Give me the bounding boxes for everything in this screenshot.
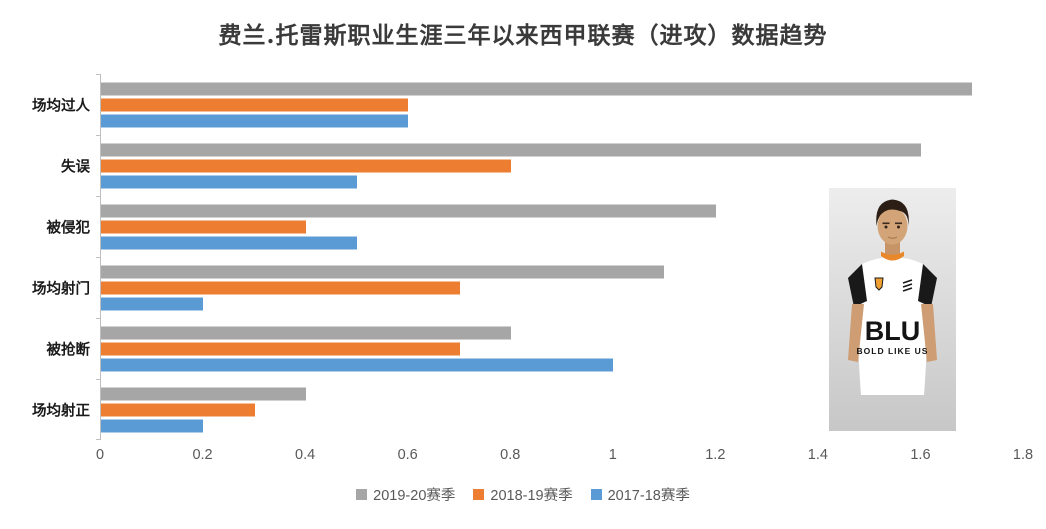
x-axis-tick-label: 0.6 [397, 447, 418, 463]
category-label: 被侵犯 [46, 220, 91, 236]
jersey-right-sleeve [918, 264, 937, 307]
player-right-arm [921, 304, 937, 362]
bar [101, 281, 460, 294]
legend-label: 2019-20赛季 [373, 488, 456, 504]
legend-label: 2017-18赛季 [607, 488, 690, 504]
y-axis-tick [96, 196, 100, 197]
x-axis-tick-label: 1.8 [1012, 447, 1034, 463]
category-label: 场均过人 [32, 98, 90, 114]
y-axis-tick [96, 74, 100, 75]
bar [101, 98, 409, 111]
player-left-arm [848, 304, 864, 362]
brand-logo [902, 279, 913, 292]
category-row: 被侵犯 [47, 196, 1023, 257]
legend-swatch [590, 489, 602, 500]
legend-label: 2018-19赛季 [490, 488, 573, 504]
y-axis-line [96, 74, 101, 440]
bar-group [101, 265, 1023, 310]
category-row: 场均过人 [32, 74, 1023, 135]
legend: 2019-20赛季 2018-19赛季 2017-18赛季 [0, 484, 1046, 505]
bar [101, 82, 972, 95]
y-axis-tick [96, 439, 100, 440]
x-axis-tick-label: 1 [608, 447, 617, 463]
bar [101, 175, 358, 188]
y-axis-tick [96, 257, 100, 258]
bar [101, 204, 716, 217]
club-crest [874, 277, 884, 291]
category-label: 场均射正 [32, 403, 90, 419]
bar-group [101, 143, 1023, 188]
chart-title: 费兰.托雷斯职业生涯三年以来西甲联赛（进攻）数据趋势 [218, 22, 828, 49]
bar [101, 342, 460, 355]
category-label: 失误 [61, 159, 90, 175]
bar [101, 220, 306, 233]
y-axis-tick [96, 135, 100, 136]
category-label: 被抢断 [46, 342, 91, 358]
bar [101, 114, 409, 127]
y-axis-tick [96, 379, 100, 380]
legend-item: 2017-18赛季 [590, 484, 690, 505]
x-axis-tick-label: 1.6 [910, 447, 931, 463]
bar [101, 326, 511, 339]
category-label: 场均射门 [32, 281, 90, 297]
category-row: 场均射正 [32, 379, 1023, 440]
bar [101, 358, 614, 371]
legend-swatch [473, 489, 485, 500]
legend-swatch [356, 489, 368, 500]
bar [101, 265, 665, 278]
x-axis-tick-label: 0.2 [192, 447, 213, 463]
bar [101, 236, 358, 249]
player-photo: BLU BOLD LIKE US [829, 188, 956, 431]
category-row: 场均射门 [32, 257, 1023, 318]
category-row: 失误 [61, 135, 1023, 196]
player-photo-illustration: BLU BOLD LIKE US [829, 188, 956, 431]
bar-group [101, 82, 1023, 127]
legend-item: 2018-19赛季 [473, 484, 573, 505]
x-axis: 0 0.2 0.4 0.6 0.8 1 1.2 1.4 1.6 1.8 [96, 447, 1033, 465]
bar-group [101, 204, 1023, 249]
x-axis-tick-label: 0.8 [500, 447, 521, 463]
category-row: 被抢断 [47, 318, 1023, 379]
bar-group [101, 387, 1023, 432]
legend-item: 2019-20赛季 [356, 484, 455, 505]
bar-group [101, 326, 1023, 371]
x-axis-tick-label: 1.2 [705, 447, 726, 463]
plot-area: 场均过人失误被侵犯场均射门被抢断场均射正 [32, 74, 1023, 440]
player-hair [876, 199, 909, 226]
jersey-sponsor-tagline: BOLD LIKE US [857, 346, 929, 356]
bar [101, 159, 511, 172]
player-face [877, 207, 908, 245]
jersey-left-sleeve [848, 264, 867, 307]
bar [101, 297, 204, 310]
bar [101, 403, 255, 416]
bar [101, 143, 921, 156]
x-axis-tick-label: 1.4 [807, 447, 828, 463]
jersey-sponsor-text: BLU [865, 316, 921, 346]
y-axis-tick [96, 318, 100, 319]
player-neck [885, 240, 900, 256]
x-axis-tick-label: 0.4 [295, 447, 316, 463]
bar [101, 387, 306, 400]
player-jersey [858, 257, 927, 395]
x-axis-tick-label: 0 [95, 447, 105, 463]
bar [101, 419, 204, 432]
jersey-collar [881, 251, 904, 261]
